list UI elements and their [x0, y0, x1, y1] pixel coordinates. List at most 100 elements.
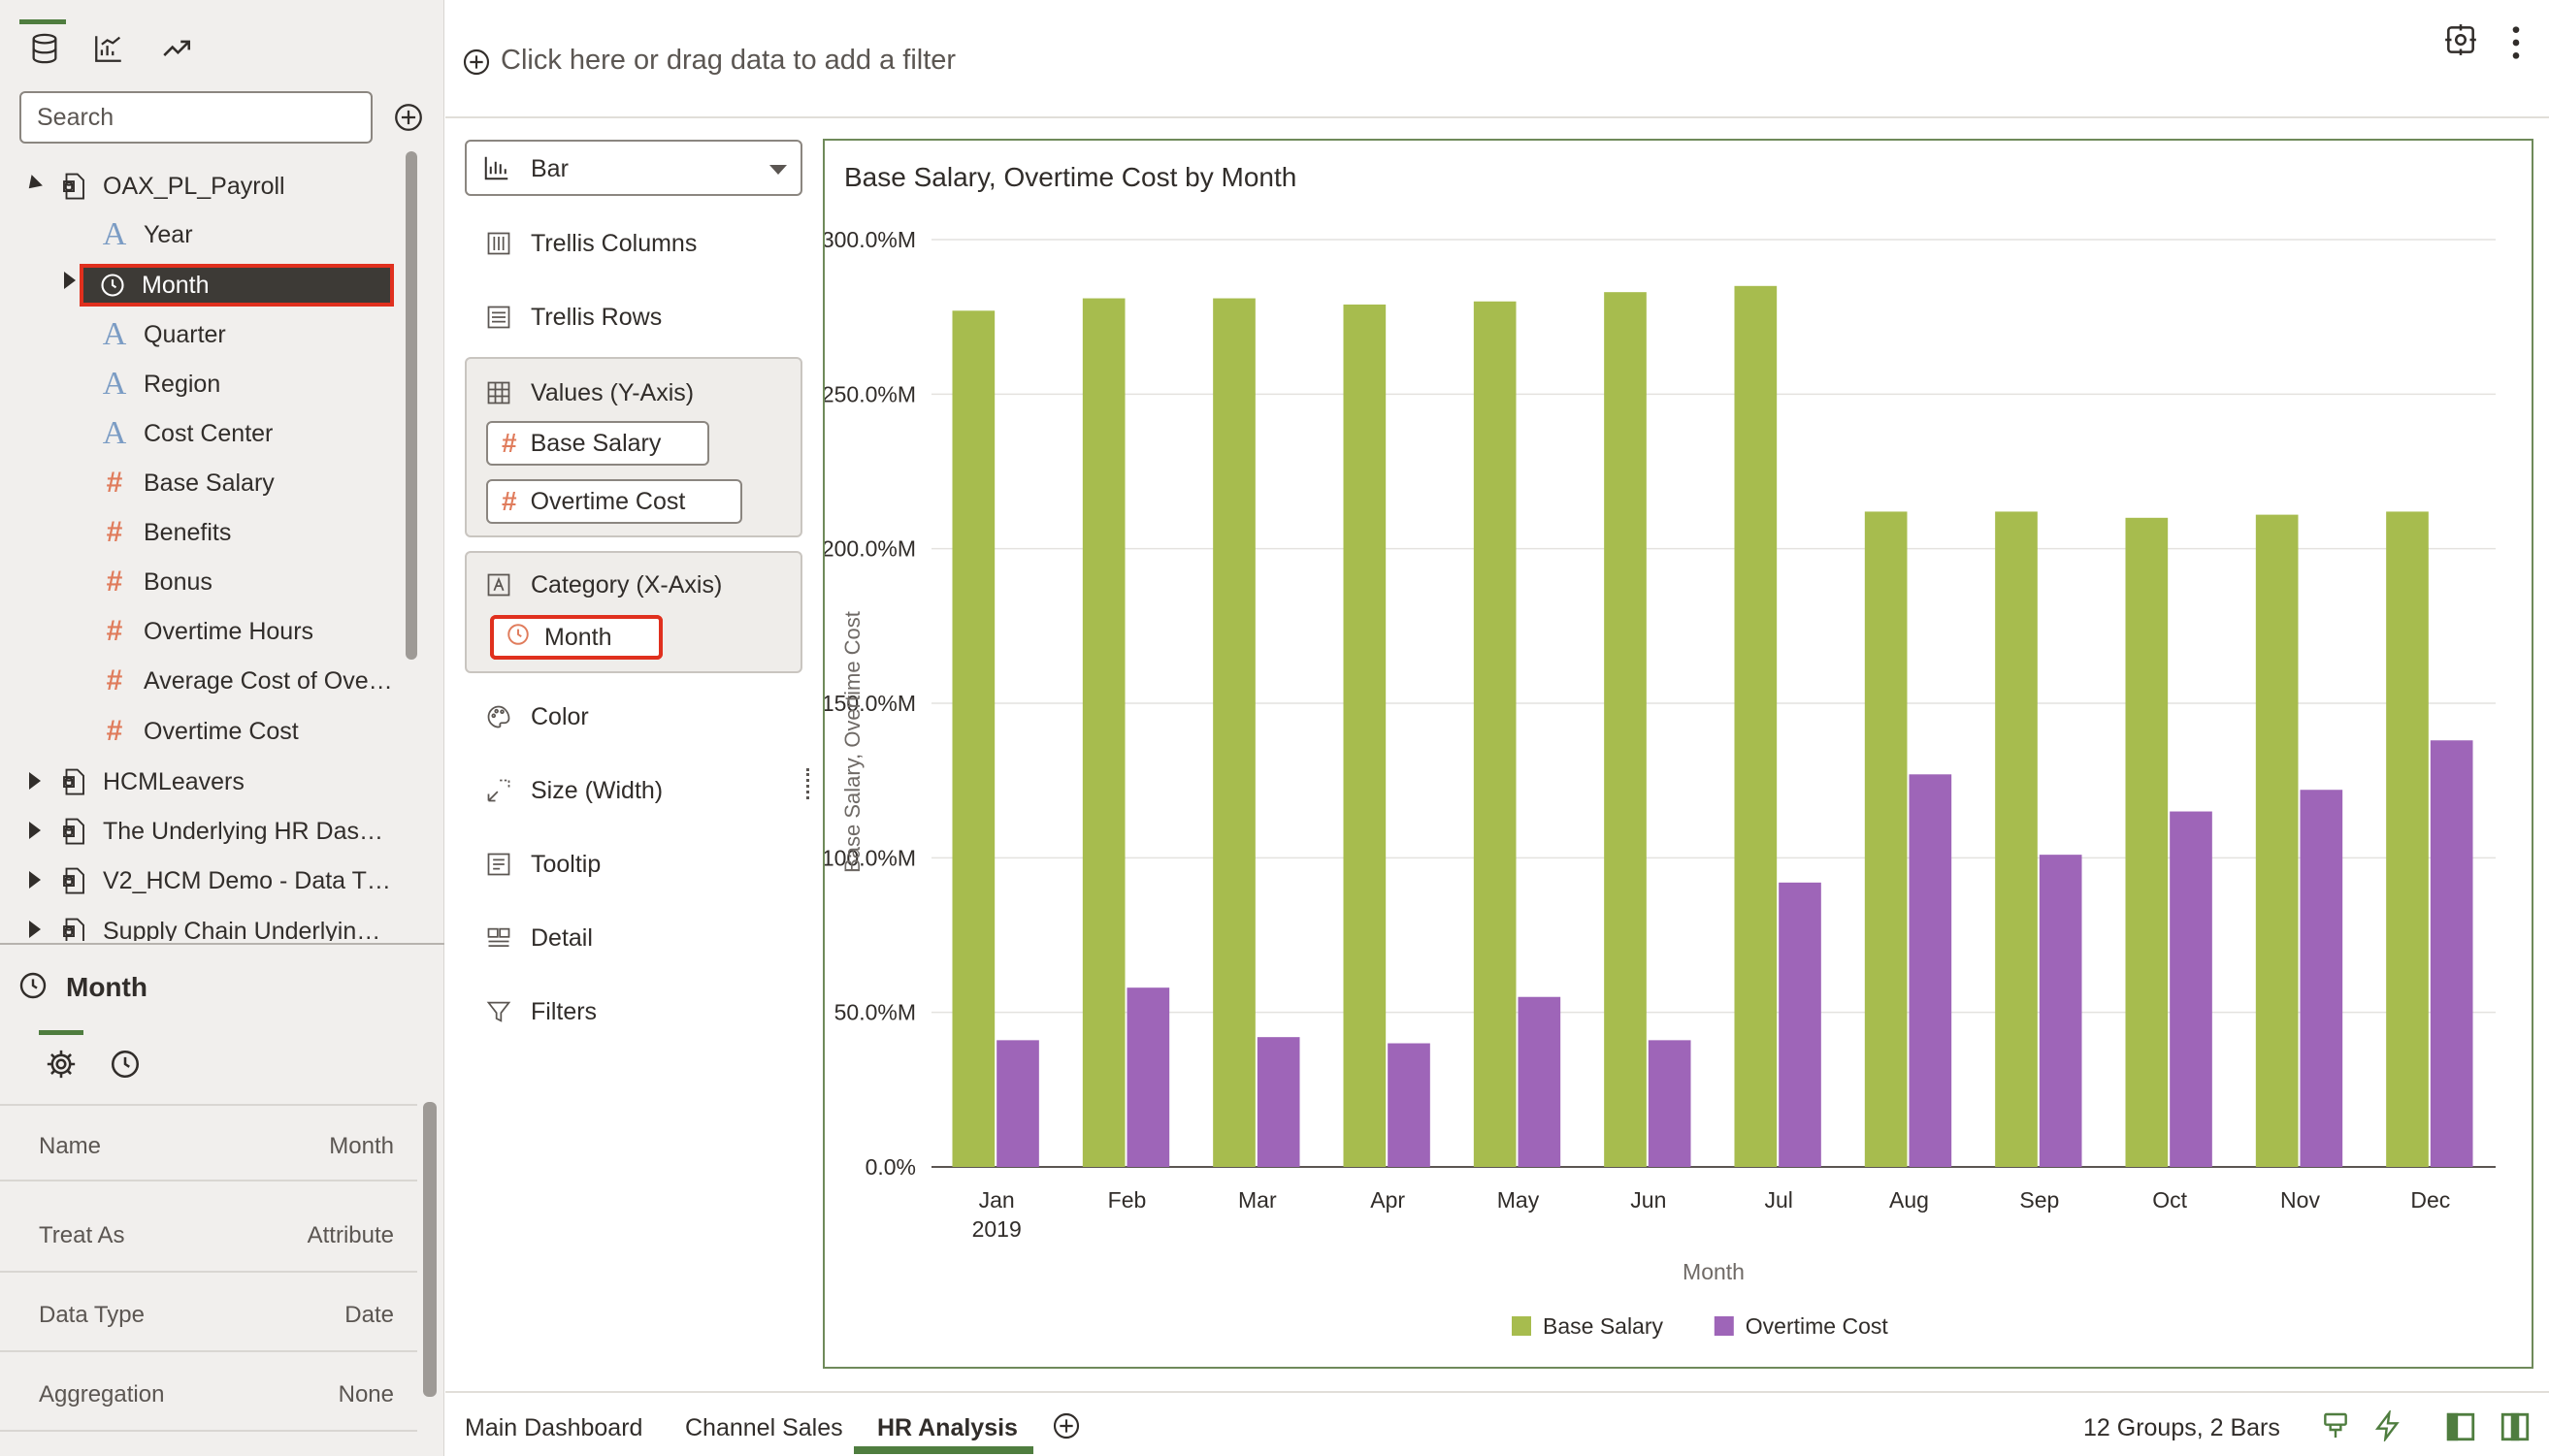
bar-base-salary-jan: [952, 310, 996, 1167]
dataset-label: V2_HCM Demo - Data T…: [103, 866, 391, 894]
dataset-supply-chain[interactable]: Supply Chain Underlyin…: [56, 910, 380, 941]
properties-clock-icon: [17, 970, 49, 1001]
column-month-selected[interactable]: [80, 264, 394, 307]
layout-left-panel-icon[interactable]: [2444, 1410, 2477, 1443]
dataset-v2-hcm-demo[interactable]: V2_HCM Demo - Data T…: [56, 859, 391, 902]
add-data-icon[interactable]: [392, 101, 425, 134]
property-value[interactable]: Date: [344, 1302, 394, 1328]
column-label: Overtime Cost: [144, 717, 299, 745]
property-data-type: Data Type Date: [0, 1275, 417, 1352]
values-drop-zone[interactable]: Values (Y-Axis) # Base Salary # Overtime…: [465, 357, 802, 537]
property-name: Name Month: [0, 1104, 417, 1181]
column-base-salary[interactable]: # Base Salary: [97, 462, 275, 504]
column-average-cost-of-overtime[interactable]: # Average Cost of Ove…: [97, 660, 393, 702]
layout-right-panel-icon[interactable]: [2499, 1410, 2532, 1443]
property-value[interactable]: Month: [329, 1133, 394, 1159]
property-treat-as: Treat As Attribute: [0, 1195, 417, 1273]
column-year[interactable]: A Year: [97, 213, 193, 256]
trend-icon[interactable]: [155, 27, 198, 70]
expand-triangle-icon[interactable]: [29, 871, 41, 889]
pill-label: Base Salary: [530, 429, 662, 457]
column-label: Benefits: [144, 518, 232, 546]
bar-chart-icon: [482, 153, 511, 182]
chart-canvas[interactable]: Base Salary, Overtime Cost by Month 0.0%…: [823, 139, 2533, 1369]
filters-target[interactable]: Filters: [484, 987, 597, 1036]
color-target[interactable]: Color: [484, 693, 589, 741]
column-benefits[interactable]: # Benefits: [97, 511, 232, 554]
tab-hr-analysis[interactable]: HR Analysis: [877, 1405, 1018, 1451]
dataset-icon: [56, 764, 91, 799]
size-target[interactable]: Size (Width): [484, 766, 663, 815]
database-icon[interactable]: [23, 27, 66, 70]
column-month[interactable]: Month: [95, 264, 209, 307]
panel-splitter[interactable]: [0, 943, 444, 945]
auto-apply-icon[interactable]: [2442, 21, 2479, 58]
category-drop-zone[interactable]: Category (X-Axis) Month: [465, 551, 802, 673]
active-tab-underline: [854, 1446, 1033, 1454]
bar-base-salary-sep: [1995, 511, 2038, 1167]
expand-triangle-icon[interactable]: [29, 921, 41, 938]
gear-icon[interactable]: [45, 1048, 78, 1081]
time-format-clock-icon[interactable]: [109, 1048, 142, 1081]
detail-target[interactable]: Detail: [484, 914, 593, 962]
detail-label: Detail: [531, 923, 593, 952]
column-region[interactable]: A Region: [97, 363, 221, 405]
panel-resize-handle[interactable]: [806, 768, 810, 799]
detail-icon: [484, 923, 513, 953]
column-quarter[interactable]: A Quarter: [97, 313, 226, 356]
property-value[interactable]: None: [338, 1381, 394, 1407]
search-input[interactable]: [19, 91, 373, 144]
y-tick-label: 300.0%M: [825, 227, 916, 252]
chart-title: Base Salary, Overtime Cost by Month: [844, 162, 1297, 192]
column-overtime-hours[interactable]: # Overtime Hours: [97, 610, 313, 653]
x-tick-label: Sep: [2019, 1187, 2059, 1213]
pill-overtime-cost[interactable]: # Overtime Cost: [486, 479, 742, 524]
tab-channel-sales[interactable]: Channel Sales: [685, 1405, 843, 1451]
chart-icon[interactable]: [87, 27, 130, 70]
trellis-rows[interactable]: Trellis Rows: [484, 293, 662, 341]
column-overtime-cost[interactable]: # Overtime Cost: [97, 710, 299, 753]
expand-triangle-icon[interactable]: [64, 272, 76, 289]
chart-type-select[interactable]: Bar: [465, 140, 802, 196]
filter-placeholder[interactable]: Click here or drag data to add a filter: [501, 45, 957, 76]
properties-scrollbar[interactable]: [423, 1102, 437, 1397]
tree-scrollbar[interactable]: [406, 151, 417, 660]
bar-base-salary-jun: [1604, 292, 1647, 1167]
legend-label: Overtime Cost: [1746, 1313, 1889, 1339]
dataset-oax-pl-payroll[interactable]: OAX_PL_Payroll: [56, 165, 285, 208]
pill-base-salary[interactable]: # Base Salary: [486, 421, 709, 466]
filter-bar[interactable]: Click here or drag data to add a filter: [445, 0, 2549, 118]
lightning-icon[interactable]: [2372, 1408, 2403, 1443]
y-axis-title: Base Salary, Overtime Cost: [840, 611, 865, 873]
tooltip-target[interactable]: Tooltip: [484, 840, 601, 889]
column-bonus[interactable]: # Bonus: [97, 561, 212, 603]
y-tick-label: 250.0%M: [825, 381, 916, 406]
tab-main-dashboard[interactable]: Main Dashboard: [465, 1405, 642, 1451]
column-label: Cost Center: [144, 419, 274, 447]
measure-icon: #: [106, 664, 123, 696]
expand-triangle-icon[interactable]: [29, 822, 41, 839]
dataset-hcmleavers[interactable]: HCMLeavers: [56, 760, 245, 803]
x-tick-label: Jun: [1630, 1187, 1666, 1213]
bar-overtime-cost-may: [1518, 996, 1561, 1167]
more-menu-icon[interactable]: [2506, 23, 2526, 62]
collapse-triangle-icon[interactable]: [23, 175, 43, 194]
bar-overtime-cost-sep: [2039, 855, 2082, 1167]
add-filter-icon[interactable]: [461, 47, 492, 78]
property-label: Treat As: [39, 1222, 125, 1248]
brush-icon[interactable]: [2320, 1410, 2351, 1441]
pill-month[interactable]: Month: [490, 615, 663, 660]
tree-clip: Supply Chain Underlyin…: [0, 908, 427, 941]
tooltip-icon: [484, 850, 513, 879]
bar-overtime-cost-dec: [2430, 740, 2473, 1167]
x-tick-label: Jan: [979, 1187, 1015, 1213]
expand-triangle-icon[interactable]: [29, 772, 41, 790]
bar-overtime-cost-aug: [1909, 774, 1952, 1167]
add-canvas-icon[interactable]: [1051, 1410, 1082, 1441]
bar-base-salary-apr: [1343, 304, 1387, 1167]
column-cost-center[interactable]: A Cost Center: [97, 412, 274, 455]
property-value[interactable]: Attribute: [307, 1222, 394, 1248]
trellis-columns[interactable]: Trellis Columns: [484, 219, 697, 268]
dataset-underlying-hr[interactable]: The Underlying HR Das…: [56, 810, 383, 853]
x-tick-label: Apr: [1370, 1187, 1405, 1213]
